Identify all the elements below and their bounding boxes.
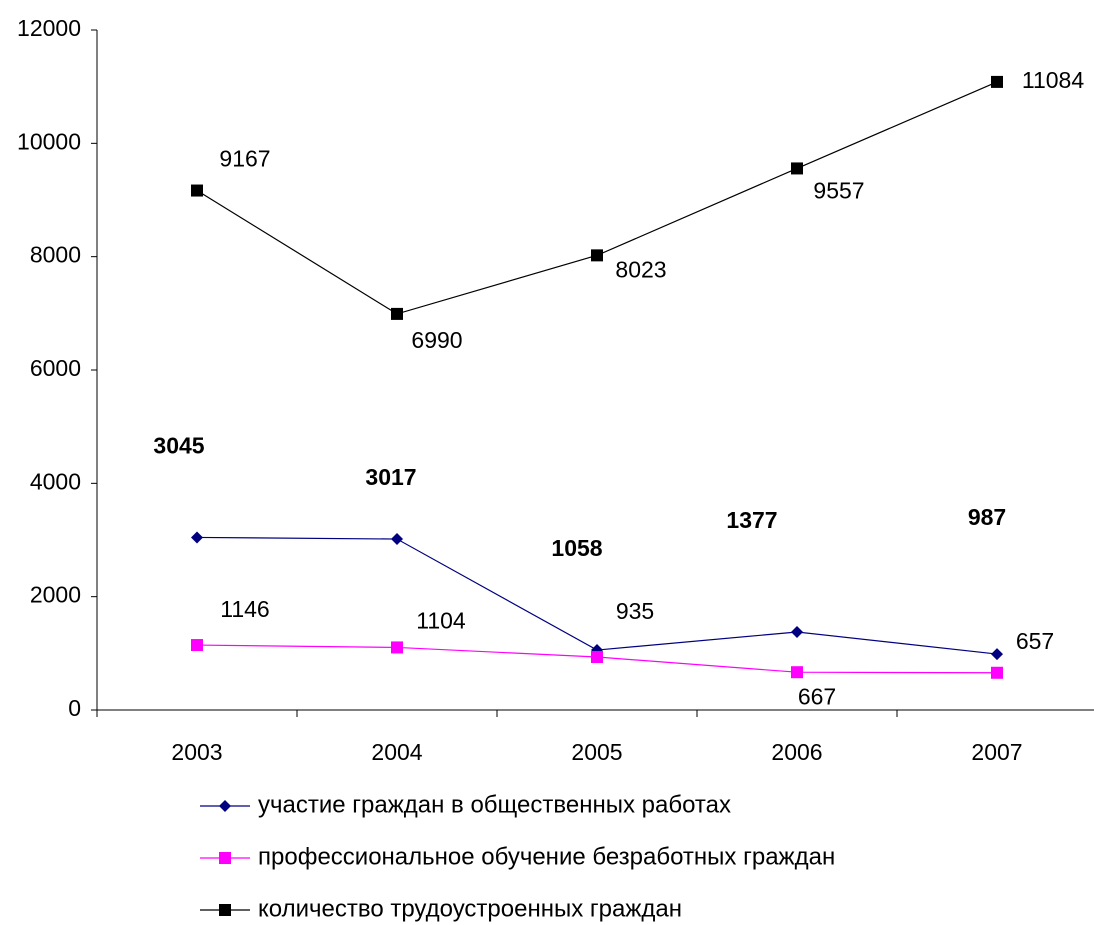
- marker: [791, 625, 803, 638]
- x-tick-label: 2005: [571, 739, 622, 765]
- data-label: 1104: [416, 608, 466, 634]
- marker: [791, 666, 803, 679]
- data-label: 935: [616, 598, 654, 624]
- marker: [391, 307, 403, 320]
- data-label: 9167: [219, 146, 270, 172]
- marker: [391, 641, 403, 654]
- y-tick-label: 2000: [30, 582, 81, 608]
- legend: участие граждан в общественных работах пр…: [200, 791, 835, 922]
- y-tick-label: 12000: [17, 15, 81, 41]
- y-tick-label: 4000: [30, 468, 81, 494]
- x-tick-label: 2003: [171, 739, 222, 765]
- x-tick-label: 2006: [771, 739, 822, 765]
- data-label: 6990: [411, 327, 462, 353]
- data-label: 1377: [726, 507, 777, 533]
- data-label: 667: [798, 683, 836, 709]
- y-tick-label: 10000: [17, 128, 81, 154]
- y-tick-label: 8000: [30, 242, 81, 268]
- y-tick-label: 6000: [30, 355, 81, 381]
- marker: [191, 531, 203, 544]
- marker: [191, 184, 203, 197]
- data-label: 657: [1016, 628, 1054, 654]
- data-label: 8023: [615, 256, 666, 282]
- marker: [991, 666, 1003, 679]
- marker: [791, 162, 803, 175]
- legend-marker: [219, 904, 231, 916]
- marker: [991, 648, 1003, 661]
- marker: [591, 249, 603, 262]
- marker: [591, 651, 603, 664]
- data-label: 1058: [551, 535, 602, 561]
- x-tick-label: 2004: [371, 739, 422, 765]
- legend-marker: [219, 852, 231, 864]
- legend-label: участие граждан в общественных работах: [258, 791, 731, 818]
- marker: [191, 639, 203, 652]
- data-label: 11084: [1022, 67, 1084, 93]
- data-label: 3017: [365, 464, 416, 490]
- legend-marker: [219, 800, 231, 812]
- legend-label: профессиональное обучение безработных гр…: [258, 843, 835, 870]
- data-label: 3045: [153, 433, 204, 459]
- data-label: 987: [968, 504, 1006, 530]
- data-label: 9557: [813, 178, 864, 204]
- series-line: [196, 81, 998, 315]
- marker: [991, 75, 1003, 88]
- legend-label: количество трудоустроенных граждан: [258, 895, 682, 922]
- x-tick-label: 2007: [971, 739, 1022, 765]
- data-label: 1146: [220, 596, 269, 622]
- y-tick-label: 0: [68, 695, 81, 721]
- marker: [391, 533, 403, 546]
